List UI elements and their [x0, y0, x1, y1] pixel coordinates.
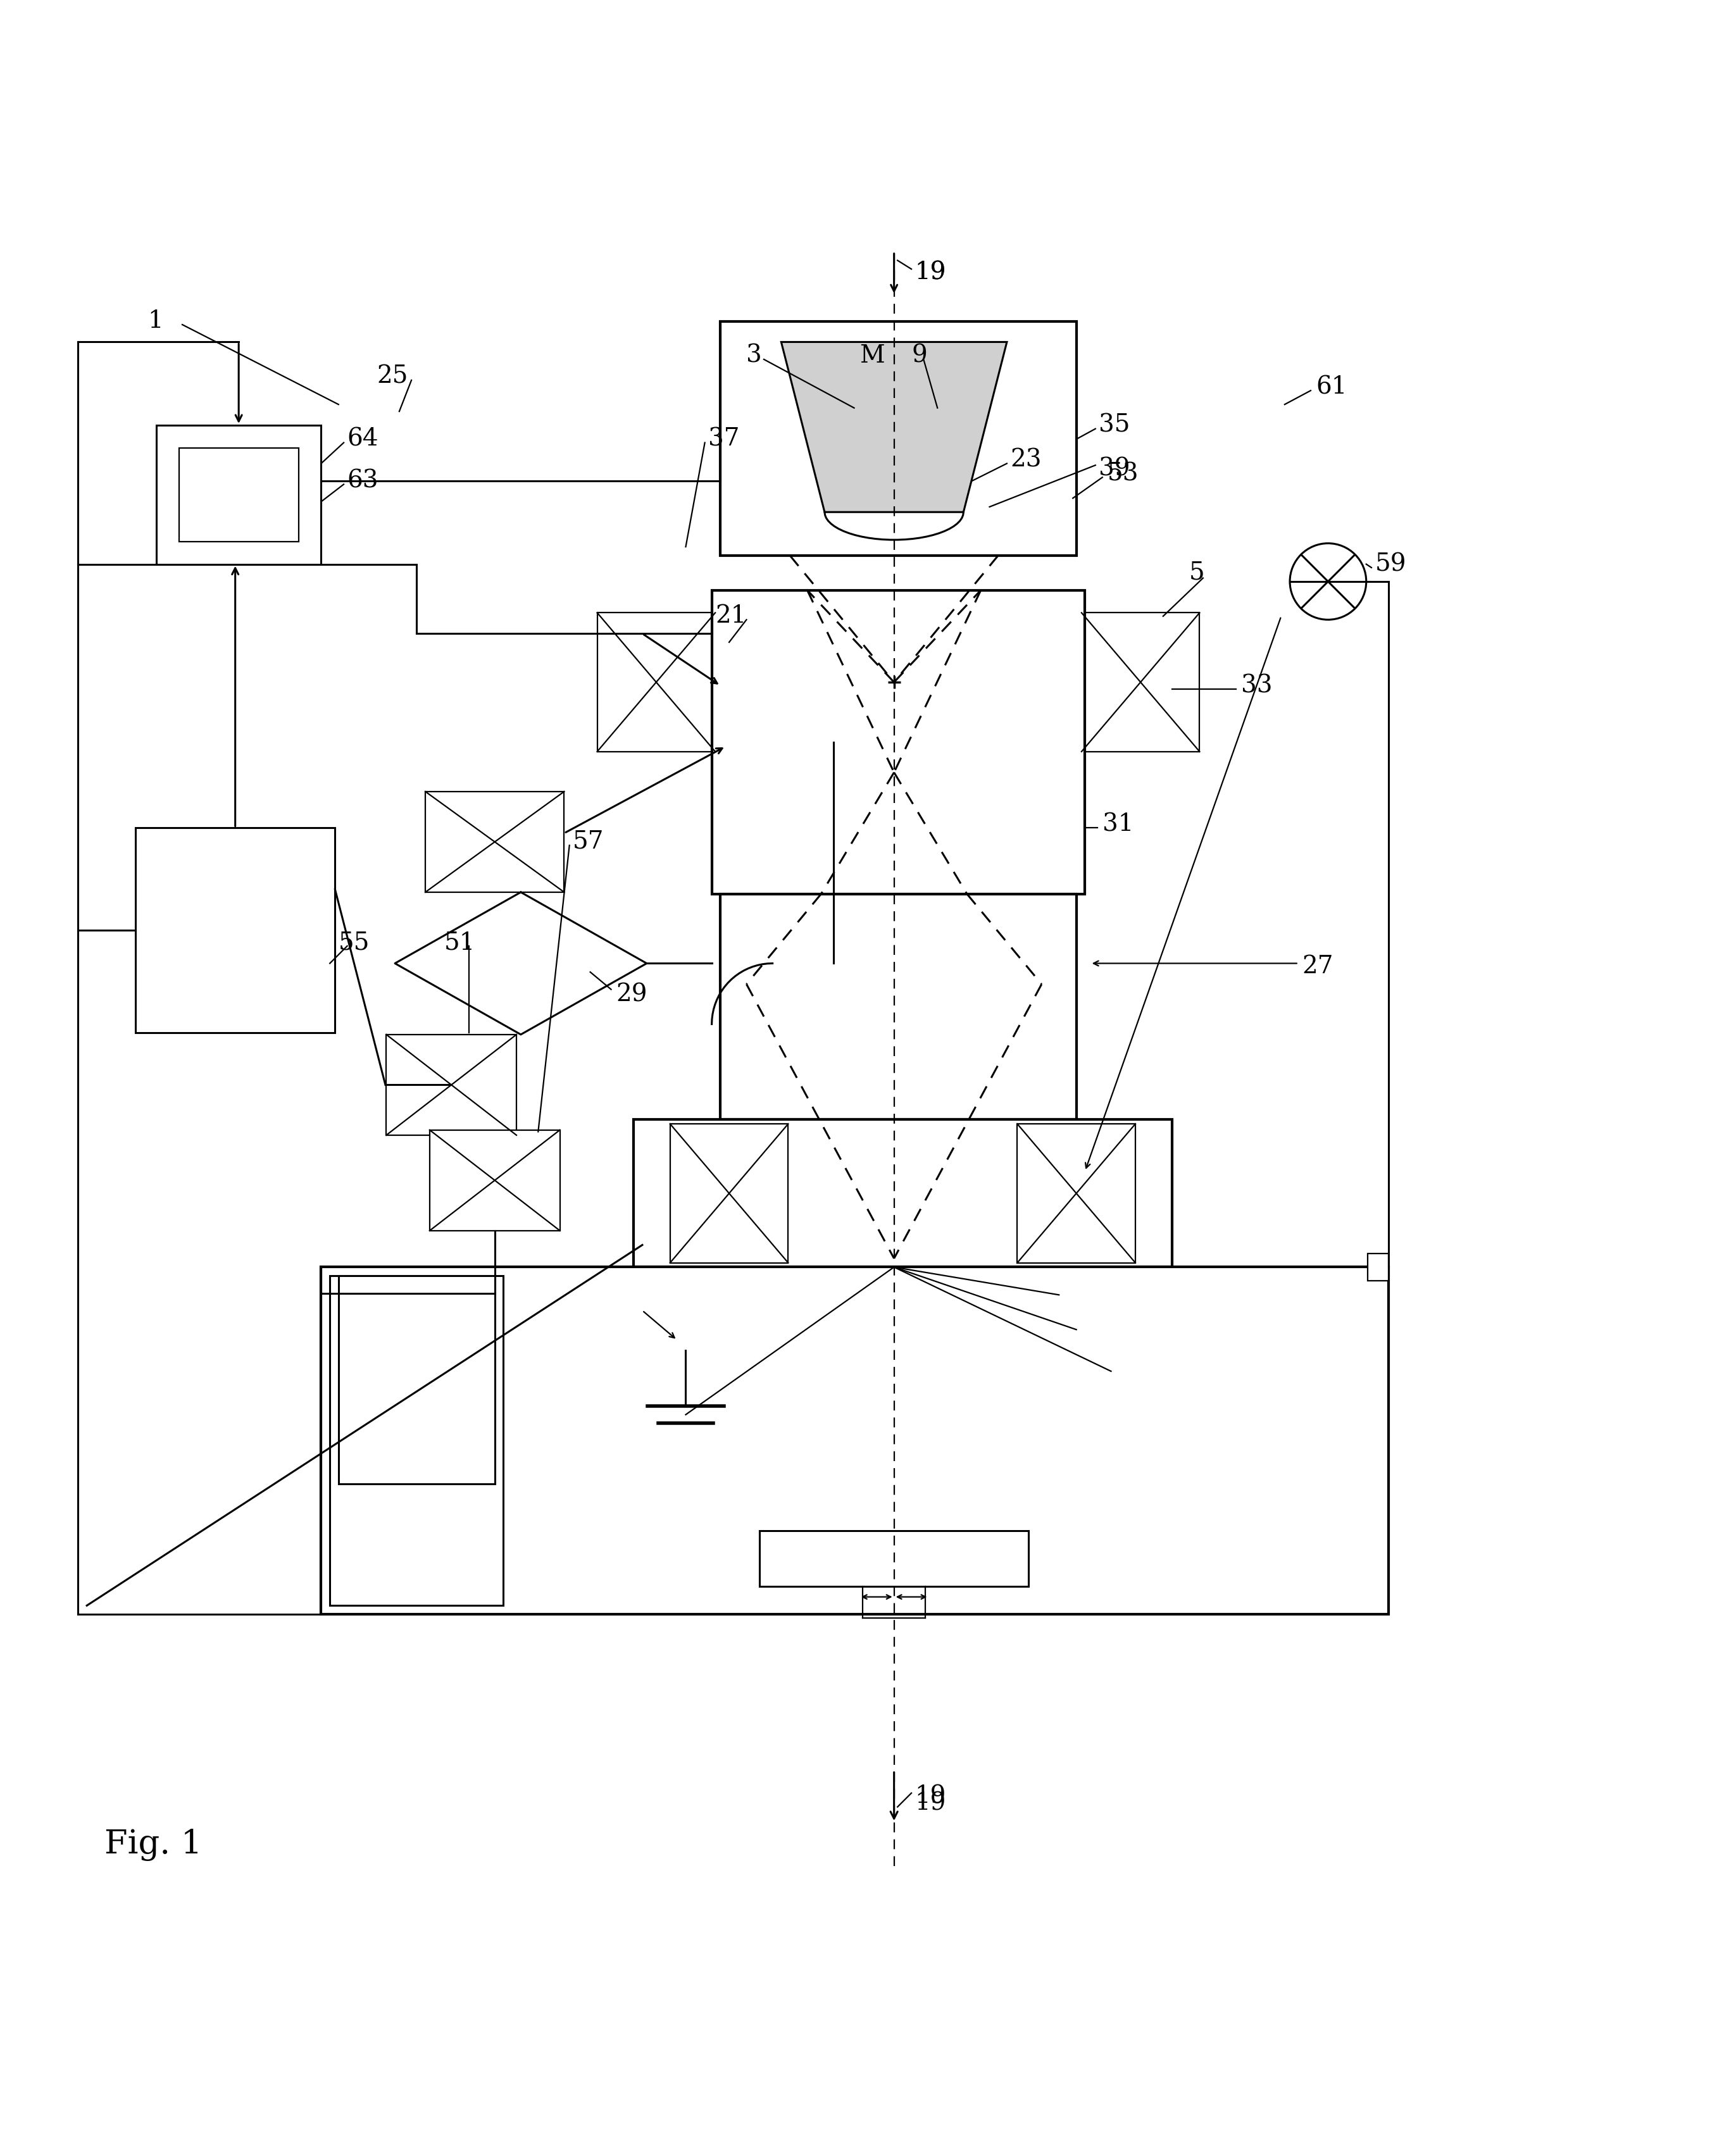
Text: 25: 25: [377, 365, 408, 389]
Text: 3: 3: [746, 344, 762, 367]
Text: M: M: [859, 344, 884, 367]
Text: 29: 29: [616, 982, 648, 1006]
Text: 39: 39: [1099, 457, 1130, 480]
Text: 19: 19: [915, 260, 946, 284]
Bar: [720, 320, 1076, 555]
Bar: [1017, 1123, 1135, 1262]
Bar: [385, 1035, 517, 1136]
Text: 63: 63: [347, 470, 378, 493]
Text: 53: 53: [1108, 461, 1139, 485]
Bar: [339, 1277, 495, 1484]
Text: 64: 64: [347, 427, 378, 450]
Text: 5: 5: [1189, 562, 1205, 585]
Bar: [670, 1123, 788, 1262]
Bar: [760, 1531, 1028, 1586]
Text: 57: 57: [573, 831, 604, 854]
Bar: [156, 425, 321, 564]
Bar: [720, 895, 1076, 1119]
Polygon shape: [781, 342, 1007, 512]
Bar: [634, 1119, 1172, 1266]
Text: 19: 19: [915, 1791, 946, 1815]
Text: 23: 23: [1010, 448, 1042, 472]
Bar: [321, 1266, 1389, 1614]
Bar: [1368, 1253, 1389, 1281]
Text: 61: 61: [1316, 376, 1347, 399]
Text: 55: 55: [339, 931, 370, 954]
Text: Fig. 1: Fig. 1: [104, 1830, 201, 1862]
Bar: [712, 589, 1085, 895]
Bar: [425, 792, 564, 892]
Bar: [429, 1129, 559, 1230]
Text: 21: 21: [715, 604, 746, 628]
Text: 35: 35: [1099, 414, 1130, 438]
Bar: [179, 448, 299, 542]
Text: 19: 19: [915, 1785, 946, 1808]
Text: 27: 27: [1302, 954, 1333, 978]
Text: 19: 19: [915, 260, 946, 284]
Bar: [135, 828, 335, 1033]
Text: 31: 31: [1102, 813, 1134, 837]
Text: 59: 59: [1375, 553, 1406, 576]
Bar: [1082, 613, 1200, 752]
Text: 9: 9: [911, 344, 927, 367]
Bar: [597, 613, 715, 752]
Text: 37: 37: [708, 427, 740, 450]
Text: 1: 1: [148, 310, 163, 333]
Text: 51: 51: [444, 931, 476, 954]
Text: 33: 33: [1241, 675, 1272, 698]
Bar: [330, 1277, 503, 1606]
